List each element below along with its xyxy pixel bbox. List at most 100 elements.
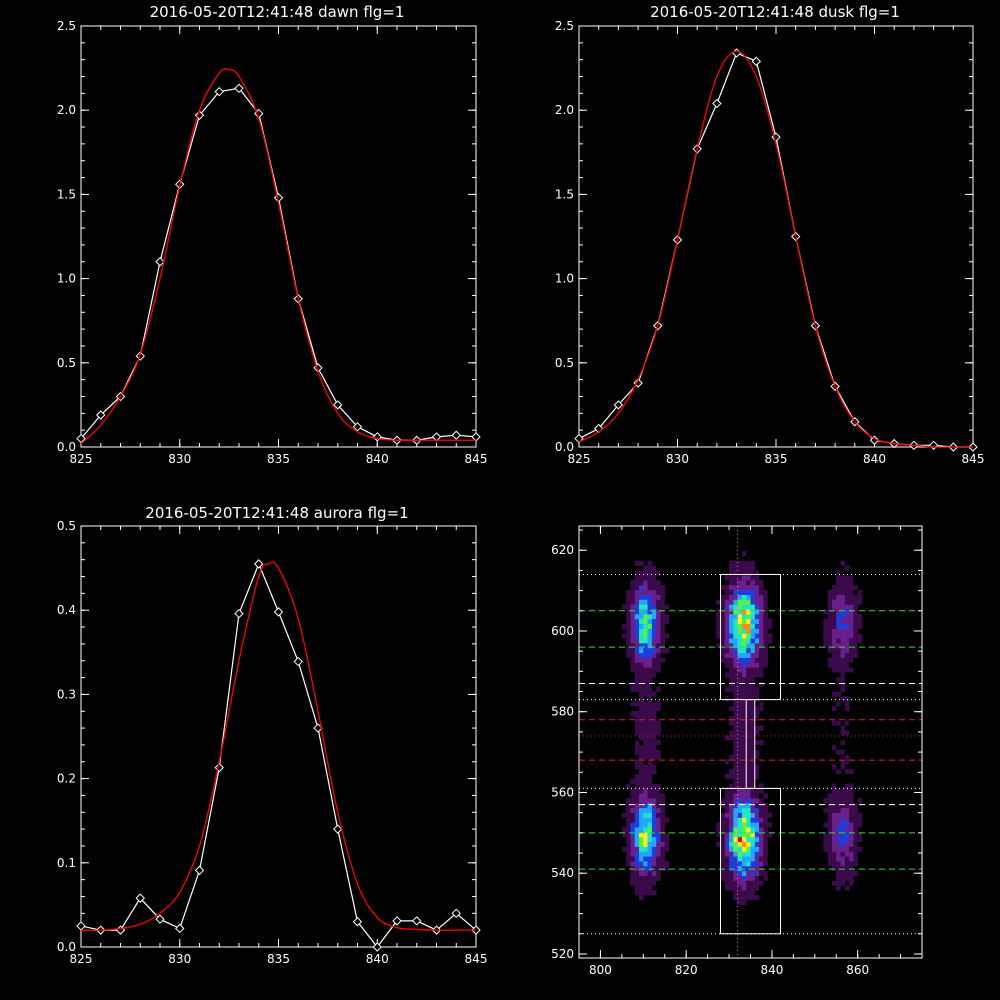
- heatmap-cell: [724, 580, 730, 586]
- heatmap-y-tick-label: 580: [551, 705, 574, 719]
- heatmap-cell: [647, 691, 653, 697]
- heatmap-cell: [831, 633, 837, 639]
- heatmap-cell: [750, 609, 756, 615]
- heatmap-cell: [823, 609, 828, 615]
- heatmap-cell: [754, 812, 760, 818]
- heatmap-cell: [630, 652, 636, 658]
- heatmap-cell: [831, 832, 837, 838]
- heatmap-cell: [759, 643, 764, 649]
- heatmap-cell: [720, 633, 726, 639]
- heatmap-cell: [651, 580, 657, 586]
- heatmap-cell: [656, 812, 661, 818]
- heatmap-cell: [651, 623, 657, 629]
- heatmap-cell: [831, 676, 837, 683]
- heatmap-cell: [720, 832, 726, 838]
- heatmap-cell: [844, 875, 850, 881]
- heatmap-cell: [643, 754, 648, 760]
- heatmap-cell: [647, 715, 653, 721]
- heatmap-cell: [724, 735, 730, 741]
- heatmap-cell: [626, 861, 631, 867]
- heatmap-cell: [656, 851, 661, 857]
- heatmap-cell: [840, 589, 846, 595]
- heatmap-cell: [733, 720, 738, 726]
- heatmap-cell: [746, 609, 751, 615]
- heatmap-cell: [746, 652, 751, 658]
- heatmap-cell: [643, 759, 648, 765]
- heatmap-cell: [741, 594, 747, 600]
- heatmap-cell: [831, 623, 837, 629]
- heatmap-cell: [844, 599, 850, 605]
- heatmap-cell: [836, 570, 841, 576]
- heatmap-cell: [737, 851, 743, 857]
- heatmap-cell: [746, 769, 751, 775]
- heatmap-cell: [656, 686, 661, 692]
- heatmap-cell: [634, 580, 640, 586]
- heatmap-cell: [643, 846, 648, 852]
- heatmap-cell: [630, 618, 636, 625]
- heatmap-cell: [754, 701, 760, 707]
- heatmap-cell: [746, 681, 751, 687]
- heatmap-cell: [733, 832, 738, 838]
- heatmap-cell: [754, 899, 760, 906]
- heatmap-cell: [664, 832, 670, 838]
- heatmap-cell: [746, 759, 751, 765]
- heatmap-cell: [634, 560, 640, 566]
- heatmap-cell: [656, 647, 661, 654]
- heatmap-cell: [639, 623, 644, 629]
- heatmap-cell: [729, 861, 734, 867]
- heatmap-cell: [754, 832, 760, 838]
- heatmap-cell: [621, 832, 627, 838]
- aurora-data-point: [175, 923, 185, 934]
- heatmap-cell: [647, 662, 653, 668]
- heatmap-cell: [643, 614, 648, 620]
- heatmap-cell: [729, 856, 734, 862]
- heatmap-cell: [750, 793, 756, 799]
- heatmap-cell: [737, 720, 743, 726]
- heatmap-cell: [630, 870, 636, 876]
- heatmap-cell: [664, 817, 670, 823]
- heatmap-cell: [741, 710, 747, 717]
- heatmap-cell: [759, 807, 764, 813]
- heatmap-cell: [750, 594, 756, 600]
- heatmap-cell: [639, 589, 644, 595]
- heatmap-cell: [737, 754, 743, 760]
- heatmap-cell: [831, 822, 837, 828]
- heatmap-cell: [857, 798, 863, 804]
- heatmap-cell: [621, 643, 627, 649]
- heatmap-cell: [660, 865, 666, 872]
- heatmap-cell: [639, 628, 644, 634]
- heatmap-cell: [647, 875, 653, 881]
- heatmap-cell: [836, 614, 841, 620]
- heatmap-cell: [840, 822, 846, 828]
- heatmap-cell: [634, 846, 640, 852]
- heatmap-cell: [836, 885, 841, 891]
- heatmap-cell: [759, 647, 764, 654]
- heatmap-cell: [643, 783, 648, 789]
- heatmap-cell: [639, 769, 644, 775]
- heatmap-cell: [763, 662, 768, 668]
- heatmap-cell: [849, 614, 854, 620]
- heatmap-cell: [621, 589, 627, 595]
- heatmap-cell: [827, 851, 833, 857]
- heatmap-cell: [827, 618, 833, 625]
- heatmap-cell: [643, 807, 648, 813]
- heatmap-cell: [737, 773, 743, 780]
- heatmap-cell: [660, 827, 666, 833]
- heatmap-cell: [754, 861, 760, 867]
- heatmap-cell: [733, 681, 738, 687]
- heatmap-cell: [656, 623, 661, 629]
- heatmap-cell: [750, 885, 756, 891]
- heatmap-cell: [741, 725, 747, 731]
- heatmap-cell: [634, 652, 640, 658]
- heatmap-cell: [750, 773, 756, 780]
- heatmap-cell: [634, 865, 640, 872]
- heatmap-cell: [746, 604, 751, 610]
- heatmap-cell: [733, 793, 738, 799]
- heatmap-cell: [639, 676, 644, 683]
- heatmap-cell: [763, 696, 768, 702]
- heatmap-cell: [651, 836, 657, 843]
- heatmap-cell: [750, 783, 756, 789]
- heatmap-cell: [857, 628, 863, 634]
- heatmap-cell: [754, 822, 760, 828]
- heatmap-cell: [754, 560, 760, 566]
